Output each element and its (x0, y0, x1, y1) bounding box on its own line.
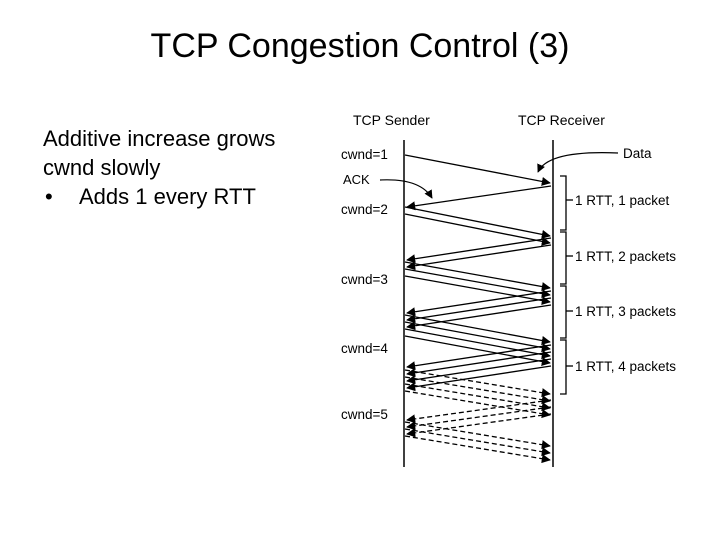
dashed-packet-arrow (404, 421, 551, 450)
rtt-bracket-2 (560, 231, 567, 285)
ack-arrow (406, 304, 552, 331)
data-packet-arrow (404, 268, 551, 299)
data-packet-arrow (404, 321, 551, 352)
dashed-packet-arrow (404, 435, 551, 464)
text-block: Additive increase grows cwnd slowly • Ad… (43, 124, 323, 211)
ack-label: ACK (343, 172, 370, 187)
data-packet-arrow (404, 154, 551, 186)
rtt-label-2: 1 RTT, 2 packets (575, 249, 676, 264)
data-packet-arrow (404, 213, 551, 246)
ack-arrow (406, 344, 552, 371)
ack-arrow (406, 297, 552, 324)
dashed-ack-arrow (406, 399, 552, 424)
ack-pointer-arrow (379, 179, 433, 199)
cwnd-label-5: cwnd=5 (341, 407, 388, 422)
rtt-bracket-3 (560, 285, 567, 339)
rtt-label-3: 1 RTT, 3 packets (575, 304, 676, 319)
ack-arrow (406, 185, 552, 211)
ack-arrow (406, 290, 552, 317)
ack-arrow (406, 365, 552, 392)
bullet-item: • Adds 1 every RTT (43, 182, 323, 211)
dashed-ack-arrow (406, 406, 552, 431)
data-pointer-arrow (537, 152, 619, 173)
data-packet-arrow (404, 328, 551, 359)
sender-label: TCP Sender (353, 112, 430, 128)
data-packet-arrow (404, 261, 551, 292)
data-packet-arrow (404, 335, 551, 366)
rtt-bracket-4 (560, 339, 567, 395)
dashed-packet-arrow (404, 428, 551, 457)
ack-arrow (406, 358, 552, 385)
rtt-label-1: 1 RTT, 1 packet (575, 193, 670, 208)
bullet-dot-icon: • (45, 184, 53, 209)
data-packet-arrow (404, 206, 551, 239)
dashed-packet-arrow (404, 383, 551, 412)
rtt-bracket-1 (560, 175, 567, 231)
cwnd-label-1: cwnd=1 (341, 147, 388, 162)
data-label: Data (623, 146, 652, 161)
data-packet-arrow (404, 275, 551, 306)
ack-arrow (406, 237, 552, 264)
dashed-packet-arrow (404, 376, 551, 405)
dashed-packet-arrow (404, 390, 551, 419)
receiver-label: TCP Receiver (518, 112, 605, 128)
ack-arrow (406, 351, 552, 378)
ack-arrow (406, 244, 552, 271)
cwnd-label-4: cwnd=4 (341, 341, 388, 356)
dashed-packet-arrow (404, 369, 551, 398)
cwnd-label-3: cwnd=3 (341, 272, 388, 287)
data-packet-arrow (404, 314, 551, 345)
cwnd-label-2: cwnd=2 (341, 202, 388, 217)
rtt-label-4: 1 RTT, 4 packets (575, 359, 676, 374)
bullet-text: Adds 1 every RTT (79, 184, 256, 209)
slide-title: TCP Congestion Control (3) (150, 27, 570, 65)
body-text: Additive increase grows cwnd slowly (43, 126, 276, 180)
dashed-ack-arrow (406, 413, 552, 438)
